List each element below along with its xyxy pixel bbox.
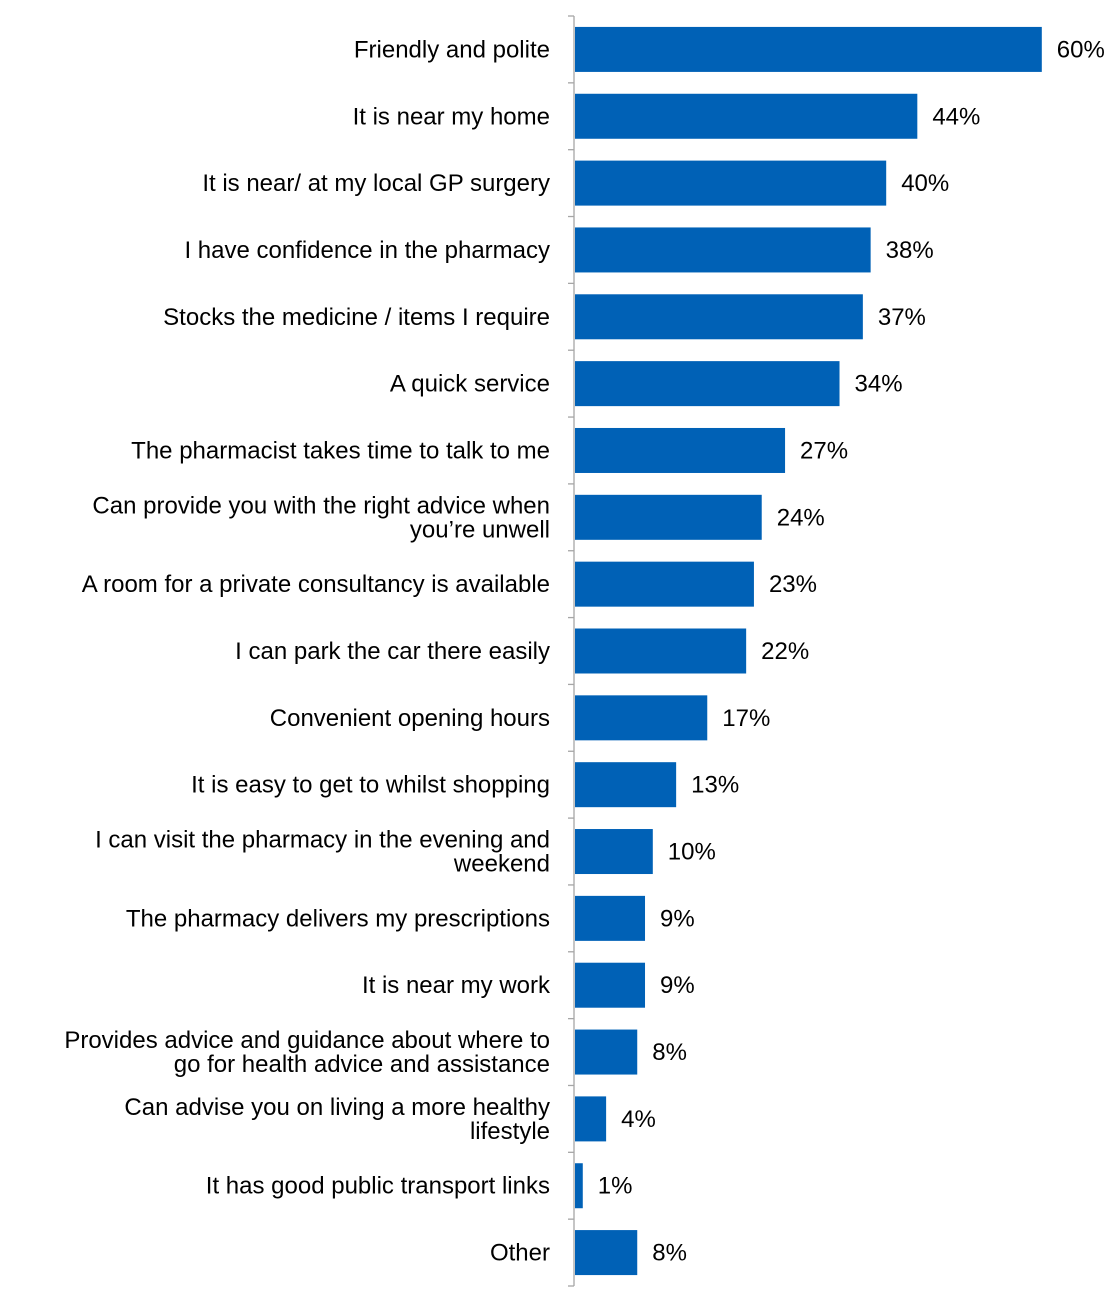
bar [575,1163,583,1209]
data-label: 8% [652,1240,687,1267]
bar [575,93,918,139]
bar [575,160,887,206]
category-label-line: It is near/ at my local GP surgery [202,170,550,197]
bar [575,227,871,273]
bar [575,26,1042,72]
category-label: Can advise you on living a more healthy l… [124,1094,550,1145]
data-label: 60% [1057,36,1105,63]
category-label-line: It is near my work [362,972,551,999]
category-label-line: It has good public transport links [206,1173,550,1200]
category-label-line: you’re unwell [410,516,550,543]
category-label: I can visit the pharmacy in the evening … [95,827,550,878]
category-label: I have confidence in the pharmacy [184,237,550,264]
data-label: 13% [691,772,739,799]
category-label: Convenient opening hours [270,705,550,732]
category-label-line: It is near my home [353,103,550,130]
category-label: Provides advice and guidance about where… [64,1027,550,1078]
category-label-line: Provides advice and guidance about where… [64,1027,550,1054]
bar [575,628,747,674]
category-label-line: weekend [453,851,550,878]
bar [575,829,653,875]
category-axis [568,15,575,1287]
data-label: 23% [769,571,817,598]
category-label-line: lifestyle [470,1118,550,1145]
data-label: 38% [886,237,934,264]
category-label-line: A quick service [390,371,550,398]
category-label: It is near/ at my local GP surgery [202,170,550,197]
category-label: Stocks the medicine / items I require [163,304,550,331]
bars [575,26,1042,1276]
data-label: 40% [901,170,949,197]
data-label: 34% [855,371,903,398]
category-label-line: I can park the car there easily [235,638,550,665]
category-label: I can park the car there easily [235,638,550,665]
bar [575,427,786,473]
bar [575,561,754,607]
value-labels: 60% 44% 40% 38% 37% 34% 27% 24% 23% 22% 17% 13% 10% 9… [598,36,1105,1266]
category-label: It has good public transport links [206,1173,550,1200]
data-label: 17% [722,705,770,732]
data-label: 22% [761,638,809,665]
data-label: 24% [777,504,825,531]
data-label: 1% [598,1173,633,1200]
category-label-line: Can provide you with the right advice wh… [92,492,550,519]
bar [575,494,762,540]
data-label: 10% [668,839,716,866]
category-label: A room for a private consultancy is avai… [82,571,550,598]
category-label: Friendly and polite [354,36,550,63]
bar [575,361,840,407]
data-label: 27% [800,437,848,464]
category-label: It is easy to get to whilst shopping [191,772,550,799]
data-label: 37% [878,304,926,331]
bar [575,1230,638,1276]
bar [575,962,646,1008]
category-label-line: Stocks the medicine / items I require [163,304,550,331]
category-labels: Friendly and polite It is near my home It … [64,36,551,1266]
data-label: 44% [932,103,980,130]
category-label-line: I have confidence in the pharmacy [184,237,550,264]
bar [575,1029,638,1075]
category-label-line: Friendly and polite [354,36,550,63]
category-label-line: Convenient opening hours [270,705,550,732]
category-label-line: Can advise you on living a more healthy [124,1094,550,1121]
category-label-line: I can visit the pharmacy in the evening … [95,827,550,854]
category-label-line: It is easy to get to whilst shopping [191,772,550,799]
data-label: 8% [652,1039,687,1066]
data-label: 4% [621,1106,656,1133]
category-label-line: The pharmacist takes time to talk to me [131,437,550,464]
bar [575,895,646,941]
category-label-line: go for health advice and assistance [174,1051,550,1078]
category-label: It is near my home [353,103,550,130]
category-label: The pharmacy delivers my prescriptions [126,905,550,932]
bar [575,762,677,808]
category-label: It is near my work [362,972,551,999]
category-label-line: The pharmacy delivers my prescriptions [126,905,550,932]
bar [575,294,863,340]
category-label: A quick service [390,371,550,398]
data-label: 9% [660,972,695,999]
bar [575,695,708,741]
category-label-line: Other [490,1240,550,1267]
category-label: Can provide you with the right advice wh… [92,492,550,543]
data-label: 9% [660,905,695,932]
category-label: Other [490,1240,550,1267]
category-label: The pharmacist takes time to talk to me [131,437,550,464]
bar [575,1096,607,1142]
category-label-line: A room for a private consultancy is avai… [82,571,550,598]
